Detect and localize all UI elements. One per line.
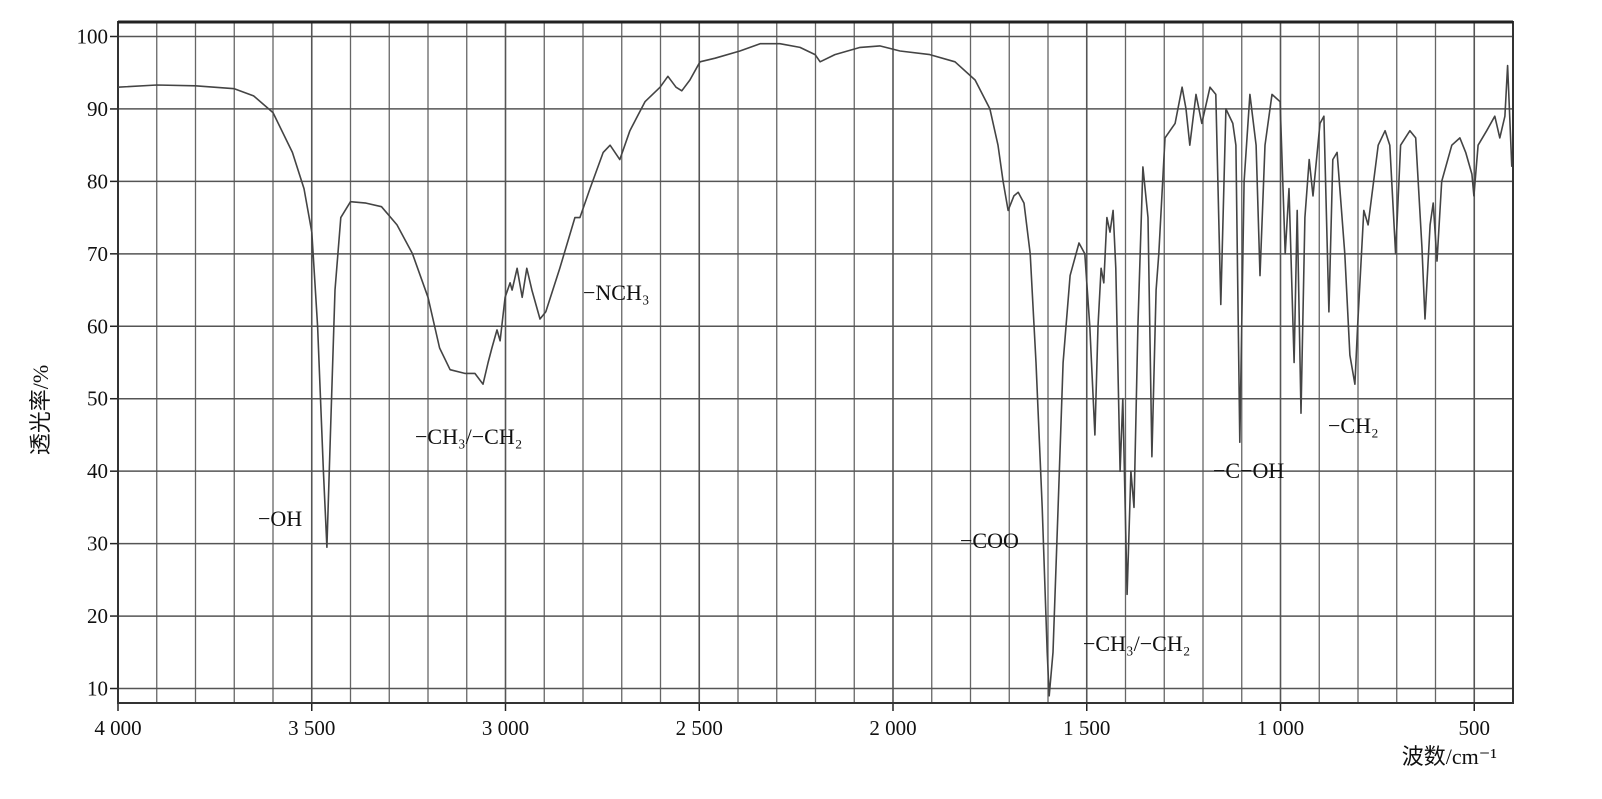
y-axis-label: 透光率/% bbox=[28, 365, 53, 455]
annotation: −C−OH bbox=[1213, 458, 1284, 483]
y-tick-label: 60 bbox=[87, 314, 108, 338]
x-tick-label: 2 000 bbox=[869, 716, 916, 740]
y-tick-label: 10 bbox=[87, 677, 108, 701]
y-tick-label: 80 bbox=[87, 169, 108, 193]
x-axis-label: 波数/cm⁻¹ bbox=[1402, 744, 1497, 769]
x-tick-label: 2 500 bbox=[676, 716, 723, 740]
y-tick-label: 70 bbox=[87, 242, 108, 266]
x-tick-label: 3 000 bbox=[482, 716, 529, 740]
annotation: −OH bbox=[258, 506, 302, 531]
annotation: −COO bbox=[960, 528, 1019, 553]
y-tick-label: 50 bbox=[87, 387, 108, 411]
x-tick-label: 1 500 bbox=[1063, 716, 1110, 740]
annotation: −CH₃/−CH₂ bbox=[415, 424, 522, 449]
x-tick-label: 1 000 bbox=[1257, 716, 1304, 740]
y-tick-label: 20 bbox=[87, 604, 108, 628]
spectrum-line bbox=[117, 42, 1513, 697]
annotation: −NCH₃ bbox=[583, 280, 650, 305]
annotation: −CH₂ bbox=[1328, 413, 1379, 438]
y-tick-label: 90 bbox=[87, 97, 108, 121]
x-tick-label: 500 bbox=[1459, 716, 1491, 740]
y-tick-label: 40 bbox=[87, 459, 108, 483]
x-tick-label: 4 000 bbox=[94, 716, 141, 740]
annotation: −CH₃/−CH₂ bbox=[1083, 631, 1190, 656]
x-tick-label: 3 500 bbox=[288, 716, 335, 740]
y-tick-label: 30 bbox=[87, 532, 108, 556]
y-tick-label: 100 bbox=[77, 24, 109, 48]
